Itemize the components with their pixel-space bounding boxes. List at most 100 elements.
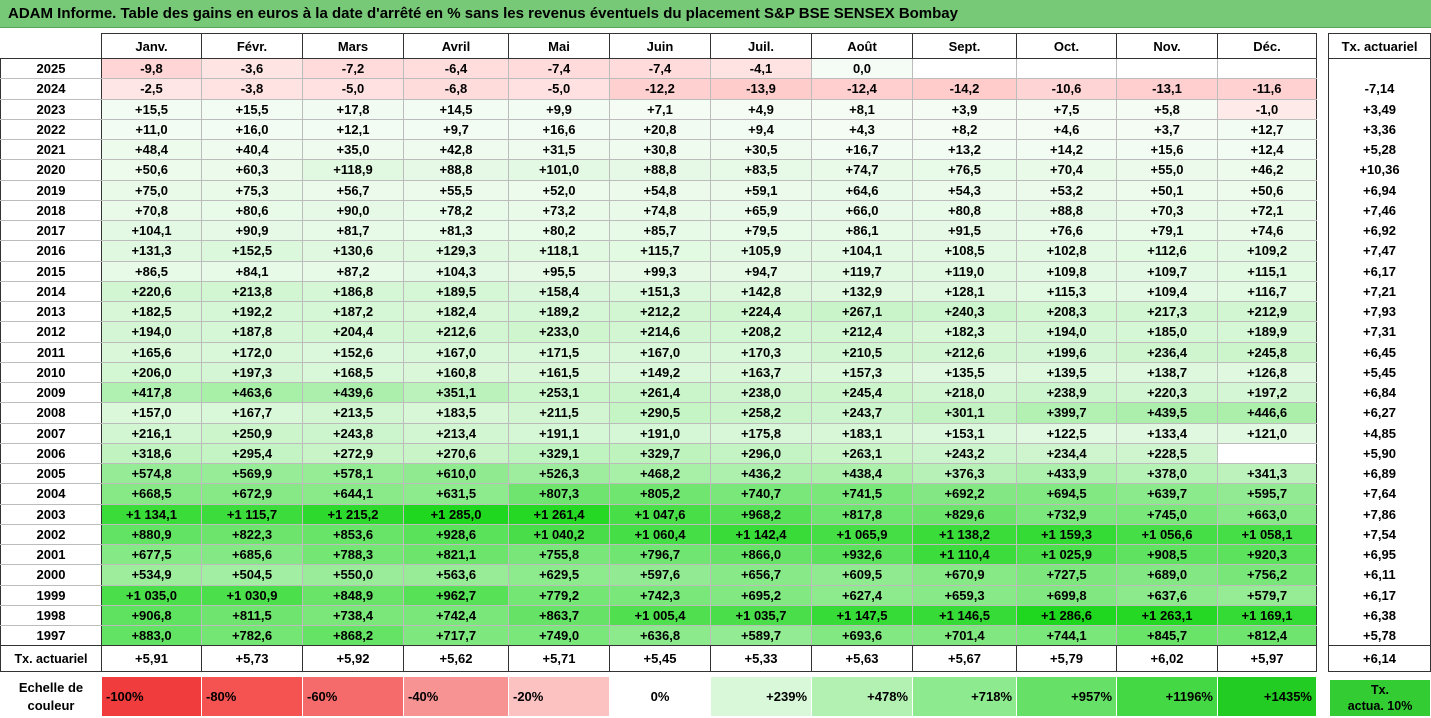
value-cell: +240,3	[912, 300, 1017, 323]
value-cell: +1 056,6	[1116, 523, 1218, 546]
legend-actuarial-swatch: Tx. actua. 10%	[1330, 680, 1430, 716]
value-cell: +5,8	[1116, 98, 1218, 120]
value-cell: +109,2	[1217, 240, 1317, 262]
value-cell: +81,3	[403, 219, 509, 242]
actuarial-rate-cell: +5,90	[1328, 443, 1431, 464]
value-cell: +94,7	[710, 260, 812, 282]
value-cell: +40,4	[201, 138, 303, 161]
value-cell: +701,4	[912, 624, 1017, 647]
value-cell: +12,4	[1217, 138, 1317, 161]
value-cell: +295,4	[201, 442, 303, 465]
value-cell: +187,8	[201, 321, 303, 343]
value-cell: +129,3	[403, 240, 509, 262]
table-row: 1998 +906,8 +811,5 +738,4 +742,4 +863,7 +1 005…	[0, 604, 1317, 627]
value-cell: +53,2	[1016, 179, 1117, 201]
value-cell: +1 040,2	[508, 523, 610, 546]
value-cell: +157,0	[101, 402, 202, 424]
footer-rate-cell: +5,33	[710, 645, 812, 673]
gains-table: Janv. Févr. Mars Avril Mai Juin Juil. Août Sept.…	[0, 33, 1317, 673]
value-cell: +189,2	[508, 300, 610, 323]
value-cell: +30,5	[710, 138, 812, 161]
value-cell: +574,8	[101, 462, 202, 485]
value-cell: -6,8	[403, 78, 509, 100]
month-header: Mars	[302, 33, 404, 59]
value-cell: +1 047,6	[609, 503, 711, 525]
value-cell: +589,7	[710, 624, 812, 647]
table-row: 2000 +534,9 +504,5 +550,0 +563,6 +629,5 +597,6…	[0, 564, 1317, 586]
actuarial-rate-cell: +7,64	[1328, 483, 1431, 504]
table-row: 2019 +75,0 +75,3 +56,7 +55,5 +52,0 +54,8 +59,1 +…	[0, 179, 1317, 201]
value-cell: +186,8	[302, 280, 404, 303]
month-header: Nov.	[1116, 33, 1218, 59]
value-cell: +88,8	[609, 159, 711, 181]
value-cell: +151,3	[609, 280, 711, 303]
value-cell: +76,6	[1016, 219, 1117, 242]
table-row: 2013 +182,5 +192,2 +187,2 +182,4 +189,2 +212,2…	[0, 300, 1317, 323]
value-cell: +15,5	[101, 98, 202, 120]
month-header: Avril	[403, 33, 509, 59]
value-cell: +233,0	[508, 321, 610, 343]
value-cell: +749,0	[508, 624, 610, 647]
legend-swatch: +718%	[912, 676, 1017, 717]
value-cell: +526,3	[508, 462, 610, 485]
actuarial-rate-cell: +3,36	[1328, 119, 1431, 140]
footer-label: Tx. actuariel	[0, 645, 102, 673]
table-row: 2025 -9,8 -3,6 -7,2 -6,4 -7,4 -7,4 -4,1 0,0	[0, 57, 1317, 80]
value-cell: +740,7	[710, 483, 812, 505]
value-cell: +35,0	[302, 138, 404, 161]
value-cell: +863,7	[508, 604, 610, 627]
value-cell: +290,5	[609, 402, 711, 424]
value-cell: +183,1	[811, 422, 913, 444]
value-cell: +689,0	[1116, 564, 1218, 586]
table-row: 2021 +48,4 +40,4 +35,0 +42,8 +31,5 +30,8 +30,5 +…	[0, 138, 1317, 161]
value-cell	[1016, 57, 1117, 80]
value-cell: +126,8	[1217, 361, 1317, 384]
month-header: Oct.	[1016, 33, 1117, 59]
value-cell: +4,6	[1016, 118, 1117, 141]
value-cell: +1 134,1	[101, 503, 202, 525]
value-cell: +182,4	[403, 300, 509, 323]
legend-actuarial-line1: Tx.	[1370, 683, 1390, 697]
value-cell: +197,3	[201, 361, 303, 384]
actuarial-rate-table: Tx. actuariel -7,14 +3,49 +3,36 +5,28 +10,36…	[1328, 33, 1431, 673]
value-cell: +171,5	[508, 341, 610, 363]
actuarial-rate-cell: +5,78	[1328, 625, 1431, 647]
value-cell: +1 030,9	[201, 584, 303, 606]
value-cell: -2,5	[101, 78, 202, 100]
value-cell: +80,8	[912, 199, 1017, 222]
value-cell: +609,5	[811, 564, 913, 586]
value-cell: +829,6	[912, 503, 1017, 525]
value-cell: +301,1	[912, 402, 1017, 424]
value-cell: +563,6	[403, 564, 509, 586]
value-cell: +446,6	[1217, 402, 1317, 424]
value-cell: +742,4	[403, 604, 509, 627]
value-cell: +185,0	[1116, 321, 1218, 343]
value-cell: +167,7	[201, 402, 303, 424]
value-cell: +152,6	[302, 341, 404, 363]
value-cell: +1 169,1	[1217, 604, 1317, 627]
value-cell: +693,6	[811, 624, 913, 647]
value-cell: +569,9	[201, 462, 303, 485]
actuarial-rate-cell: -7,14	[1328, 78, 1431, 99]
value-cell: +351,1	[403, 381, 509, 404]
actuarial-footer-row: Tx. actuariel +5,91 +5,73 +5,92 +5,62 +5,71 +…	[0, 645, 1317, 673]
value-cell: +130,6	[302, 240, 404, 262]
value-cell: +158,4	[508, 280, 610, 303]
value-cell: +4,9	[710, 98, 812, 120]
actuarial-rate-cell: +3,49	[1328, 99, 1431, 120]
value-cell: +46,2	[1217, 159, 1317, 181]
actuarial-rate-cell: +5,28	[1328, 139, 1431, 160]
value-cell: +807,3	[508, 483, 610, 505]
legend-swatch: -60%	[302, 676, 404, 717]
value-cell: +170,3	[710, 341, 812, 363]
value-cell: +70,8	[101, 199, 202, 222]
value-cell: +329,7	[609, 442, 711, 465]
value-cell: +1 035,7	[710, 604, 812, 627]
value-cell: +101,0	[508, 159, 610, 181]
value-cell: +245,4	[811, 381, 913, 404]
value-cell: +644,1	[302, 483, 404, 505]
value-cell: +755,8	[508, 543, 610, 566]
value-cell: +848,9	[302, 584, 404, 606]
page-title: ADAM Informe. Table des gains en euros à…	[0, 0, 1431, 28]
value-cell: +75,3	[201, 179, 303, 201]
